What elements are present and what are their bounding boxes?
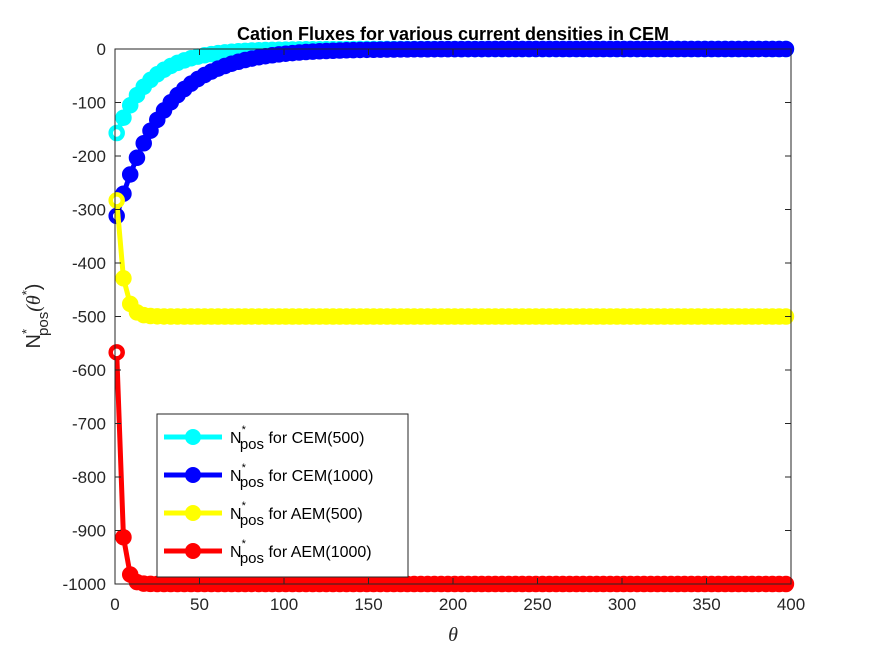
x-tick-label: 250 <box>523 595 551 614</box>
x-tick-label: 400 <box>777 595 805 614</box>
y-axis-label-base: N <box>23 334 45 348</box>
y-axis-label: N*pos(θ*) <box>19 284 52 349</box>
x-tick-label: 100 <box>270 595 298 614</box>
legend-label: N* pos for CEM(1000) <box>230 462 373 491</box>
data-point <box>115 270 132 287</box>
x-tick-label: 50 <box>190 595 209 614</box>
legend-label: N* pos for AEM(1000) <box>230 538 372 567</box>
data-point <box>115 109 132 127</box>
legend-entry: N* pos for CEM(500) <box>164 424 365 453</box>
legend-swatch-marker <box>185 543 201 559</box>
y-tick-label: -600 <box>72 361 106 380</box>
legend-swatch-marker <box>185 467 201 483</box>
data-point <box>135 135 152 152</box>
chart-title: Cation Fluxes for various current densit… <box>237 24 669 44</box>
y-tick-label: -500 <box>72 308 106 327</box>
x-tick-label: 300 <box>608 595 636 614</box>
data-point-first <box>109 193 124 208</box>
y-axis-label-arg: (θ <box>23 295 45 312</box>
legend-swatch-marker <box>185 505 201 521</box>
x-tick-label: 200 <box>439 595 467 614</box>
data-point-first <box>109 125 124 141</box>
y-tick-label: -200 <box>72 147 106 166</box>
legend-entry: N* pos for AEM(1000) <box>164 538 372 567</box>
y-axis-label-sub: pos <box>35 312 52 336</box>
x-tick-label: 350 <box>692 595 720 614</box>
y-tick-label: -1000 <box>63 575 106 594</box>
legend-label: N* pos for CEM(500) <box>230 424 365 453</box>
y-axis: 0 -100 -200 -300 -400 -500 -600 -700 -800 -900 -10… <box>63 40 791 594</box>
legend: N* pos for CEM(500) N* pos for CEM(1000) N* p… <box>156 413 409 578</box>
data-point <box>121 166 139 183</box>
y-axis-label-arg-sup: * <box>19 290 34 295</box>
y-tick-label: -800 <box>72 468 106 487</box>
data-point <box>115 528 132 546</box>
x-tick-label: 0 <box>110 595 119 614</box>
legend-label: N* pos for AEM(500) <box>230 500 363 529</box>
x-axis: 0 50 100 150 200 250 300 350 400 <box>110 49 805 614</box>
y-tick-label: 0 <box>97 40 106 59</box>
y-tick-label: -100 <box>72 94 106 113</box>
y-tick-label: -700 <box>72 415 106 434</box>
y-tick-label: -900 <box>72 522 106 541</box>
y-axis-label-sup: * <box>19 329 34 334</box>
y-axis-label-close: ) <box>23 284 45 291</box>
legend-entry: N* pos for AEM(500) <box>164 500 363 529</box>
legend-swatch-marker <box>185 429 201 445</box>
legend-entry: N* pos for CEM(1000) <box>164 462 373 491</box>
data-point-first <box>109 345 124 360</box>
data-point <box>128 149 146 166</box>
svg-text:N*pos(θ*): N*pos(θ*) <box>19 284 52 349</box>
y-tick-label: -300 <box>72 201 106 220</box>
y-tick-label: -400 <box>72 254 106 273</box>
x-tick-label: 150 <box>354 595 382 614</box>
x-axis-label: θ <box>448 624 458 646</box>
series-3 <box>108 192 795 325</box>
